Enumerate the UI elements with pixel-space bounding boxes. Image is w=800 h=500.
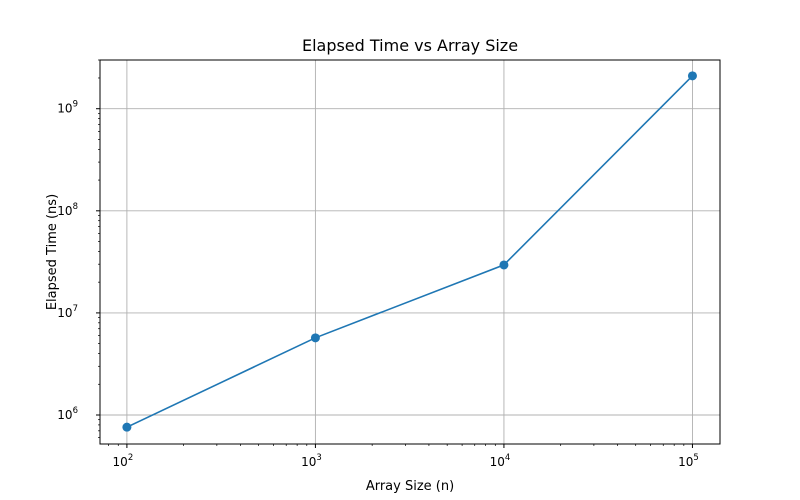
x-tick-label: 103 bbox=[301, 453, 322, 469]
y-tick-label: 108 bbox=[57, 202, 78, 218]
y-axis-label: Elapsed Time (ns) bbox=[45, 194, 60, 310]
data-point bbox=[122, 422, 132, 432]
data-point bbox=[687, 71, 697, 81]
x-tick-label: 105 bbox=[678, 453, 699, 469]
x-axis-label: Array Size (n) bbox=[366, 479, 454, 494]
y-tick-label: 106 bbox=[57, 406, 78, 422]
axis-ticks: 102 103 104 105 106 107 108 109 bbox=[57, 100, 699, 469]
data-point bbox=[310, 333, 320, 343]
y-tick-label: 107 bbox=[57, 304, 78, 320]
x-tick-label: 104 bbox=[490, 453, 511, 469]
chart-title: Elapsed Time vs Array Size bbox=[302, 36, 518, 55]
y-tick-label: 109 bbox=[57, 100, 78, 116]
series-line bbox=[126, 75, 694, 428]
x-tick-label: 102 bbox=[113, 453, 134, 469]
plot-area-frame bbox=[99, 59, 721, 445]
series-layer bbox=[122, 71, 697, 432]
grid bbox=[100, 60, 720, 444]
data-point bbox=[499, 260, 509, 270]
